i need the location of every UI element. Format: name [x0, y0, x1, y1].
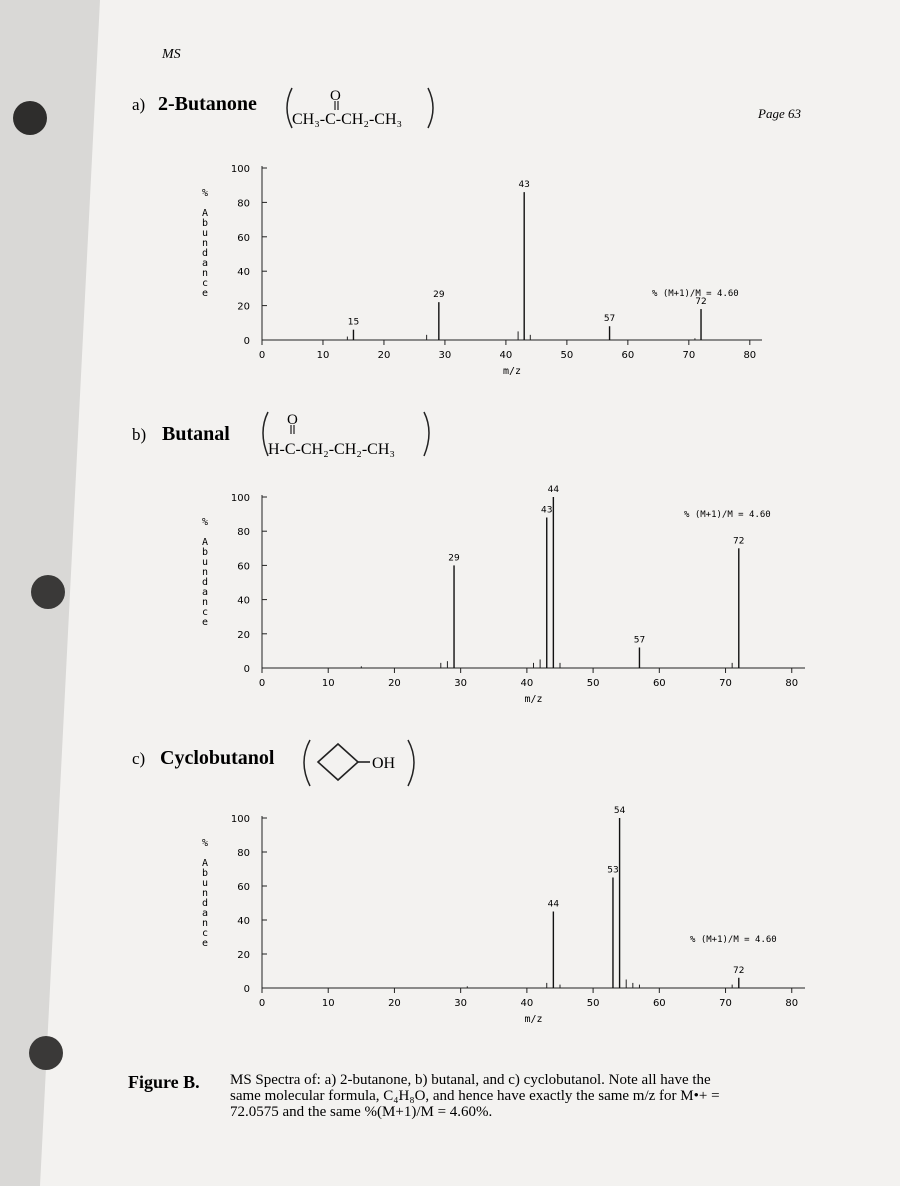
- bracket: [286, 87, 293, 129]
- x-tick-label: 70: [682, 350, 695, 361]
- formula-oxygen: O: [330, 88, 341, 104]
- y-tick-label: 40: [237, 596, 250, 607]
- x-tick-label: 20: [388, 678, 401, 689]
- y-tick-label: 0: [244, 336, 250, 347]
- x-tick-label: 10: [317, 350, 330, 361]
- page-number: Page 63: [757, 106, 801, 121]
- compound-name: 2-Butanone: [158, 93, 257, 115]
- bracket: [427, 87, 434, 129]
- peak-label: 43: [541, 506, 552, 516]
- caption-line: 72.0575 and the same %(M+1)/M = 4.60%.: [230, 1104, 492, 1120]
- y-tick-label: 100: [231, 493, 250, 504]
- x-axis-label: m/z: [524, 1014, 542, 1025]
- bracket: [407, 739, 415, 787]
- chart-label: c): [132, 749, 145, 768]
- x-axis-label: m/z: [503, 366, 521, 377]
- x-tick-label: 20: [378, 350, 391, 361]
- y-tick-label: 60: [237, 233, 250, 244]
- bracket: [423, 411, 430, 457]
- y-axis-label: % Abundance: [200, 188, 211, 298]
- x-tick-label: 70: [719, 998, 732, 1009]
- y-axis-label: % Abundance: [200, 517, 211, 627]
- peak-label: 72: [733, 536, 744, 546]
- y-tick-label: 80: [237, 527, 250, 538]
- x-tick-label: 40: [521, 998, 534, 1009]
- x-axis-label: m/z: [524, 694, 542, 705]
- x-tick-label: 60: [621, 350, 634, 361]
- x-tick-label: 10: [322, 998, 335, 1009]
- peak-label: 72: [695, 297, 706, 307]
- y-tick-label: 100: [231, 814, 250, 825]
- x-tick-label: 30: [439, 350, 452, 361]
- y-tick-label: 80: [237, 198, 250, 209]
- x-tick-label: 40: [521, 678, 534, 689]
- compound-name: Butanal: [162, 423, 230, 445]
- hole-punch: [13, 101, 47, 135]
- x-tick-label: 80: [785, 678, 798, 689]
- paper: [40, 0, 900, 1186]
- annotation: % (M+1)/M = 4.60: [690, 935, 777, 945]
- chart-label: b): [132, 425, 146, 444]
- y-tick-label: 40: [237, 267, 250, 278]
- x-tick-label: 80: [785, 998, 798, 1009]
- x-tick-label: 0: [259, 998, 265, 1009]
- formula: OH: [372, 755, 396, 772]
- peak-label: 29: [433, 290, 445, 300]
- y-tick-label: 60: [237, 561, 250, 572]
- peak-label: 44: [548, 485, 560, 495]
- x-tick-label: 70: [719, 678, 732, 689]
- compound-name: Cyclobutanol: [160, 747, 275, 769]
- y-tick-label: 80: [237, 848, 250, 859]
- caption-line: same molecular formula, C₄H₈O, and hence…: [230, 1088, 720, 1104]
- section-label: MS: [161, 47, 181, 62]
- x-tick-label: 20: [388, 998, 401, 1009]
- x-tick-label: 50: [561, 350, 574, 361]
- formula: H-C-CH₂-CH₂-CH₃: [268, 441, 395, 458]
- formula: CH₃-C-CH₂-CH₃: [292, 111, 402, 128]
- caption-line: MS Spectra of: a) 2-butanone, b) butanal…: [230, 1072, 711, 1088]
- peak-label: 54: [614, 806, 626, 816]
- y-tick-label: 20: [237, 302, 250, 313]
- peak-label: 72: [733, 966, 744, 976]
- x-tick-label: 0: [259, 678, 265, 689]
- x-tick-label: 30: [454, 678, 467, 689]
- peak-label: 57: [604, 314, 615, 324]
- y-axis-label: % Abundance: [200, 838, 211, 948]
- bracket: [303, 739, 311, 787]
- x-tick-label: 60: [653, 998, 666, 1009]
- peak-label: 53: [607, 866, 618, 876]
- chart-label: a): [132, 95, 145, 114]
- hole-punch: [31, 575, 65, 609]
- hole-punch: [29, 1036, 63, 1070]
- peak-label: 57: [634, 635, 645, 645]
- peak-label: 29: [448, 553, 460, 563]
- x-tick-label: 80: [743, 350, 756, 361]
- caption-label: Figure B.: [128, 1072, 200, 1092]
- annotation: % (M+1)/M = 4.60: [652, 289, 739, 299]
- x-tick-label: 50: [587, 678, 600, 689]
- peak-label: 44: [548, 900, 560, 910]
- y-tick-label: 60: [237, 882, 250, 893]
- y-tick-label: 20: [237, 630, 250, 641]
- annotation: % (M+1)/M = 4.60: [684, 510, 771, 520]
- x-tick-label: 60: [653, 678, 666, 689]
- peak-label: 43: [518, 180, 529, 190]
- formula-oxygen: O: [287, 412, 298, 428]
- peak-label: 15: [348, 318, 359, 328]
- x-tick-label: 10: [322, 678, 335, 689]
- x-tick-label: 30: [454, 998, 467, 1009]
- y-tick-label: 40: [237, 916, 250, 927]
- x-tick-label: 50: [587, 998, 600, 1009]
- double-bond: [290, 101, 339, 434]
- y-tick-label: 0: [244, 664, 250, 675]
- bracket: [262, 411, 269, 457]
- y-tick-label: 20: [237, 950, 250, 961]
- x-tick-label: 40: [500, 350, 513, 361]
- y-tick-label: 100: [231, 164, 250, 175]
- x-tick-label: 0: [259, 350, 265, 361]
- y-tick-label: 0: [244, 984, 250, 995]
